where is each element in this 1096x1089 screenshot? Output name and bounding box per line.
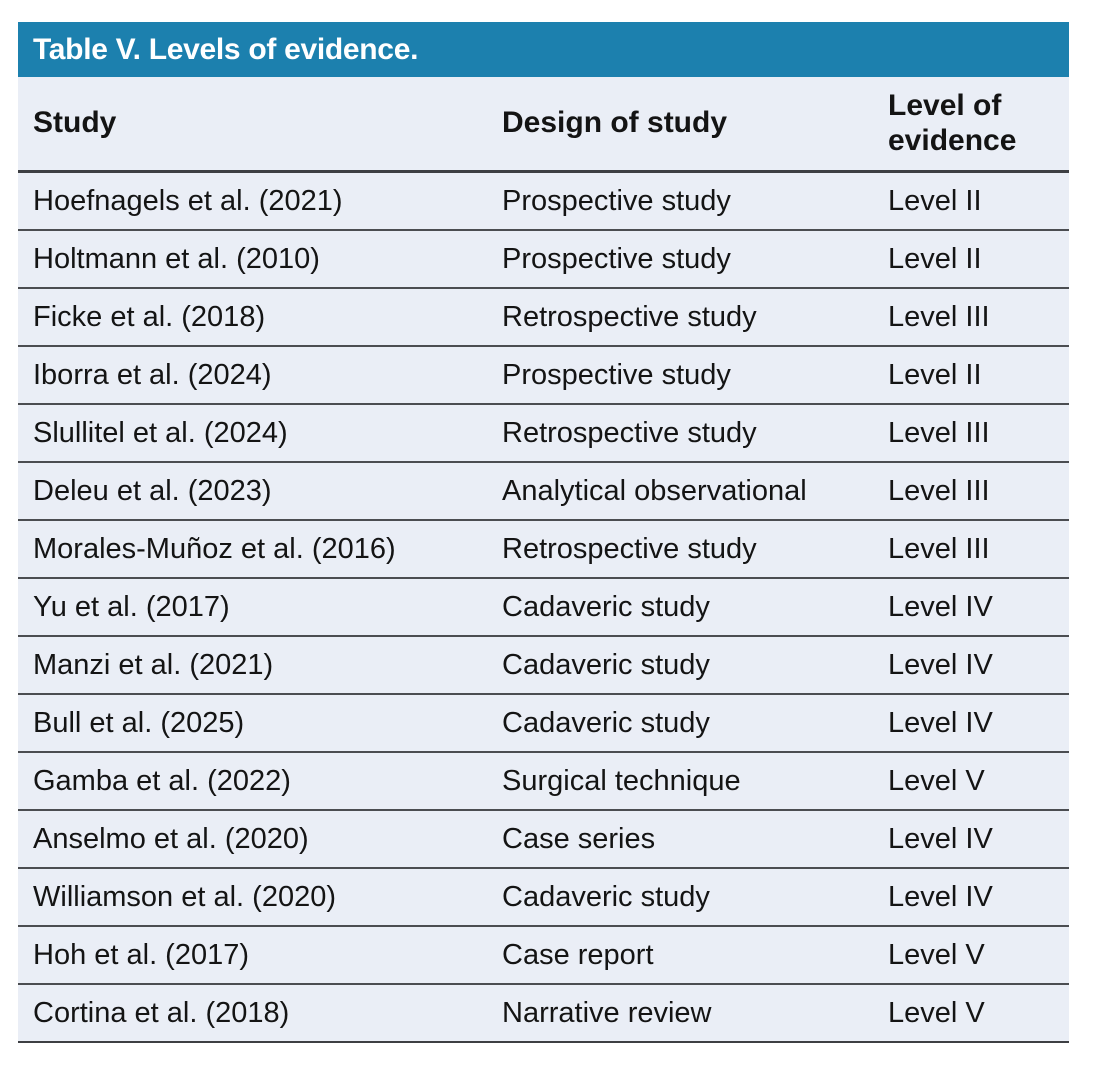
study-cell: Cortina et al. (2018) [33, 996, 290, 1029]
level-cell: Level II [888, 184, 982, 217]
study-cell: Gamba et al. (2022) [33, 764, 291, 797]
design-cell: Prospective study [502, 242, 731, 275]
design-cell: Cadaveric study [502, 590, 710, 623]
study-cell: Holtmann et al. (2010) [33, 242, 320, 275]
column-header-study: Study [33, 106, 117, 140]
table-row: Yu et al. (2017) Cadaveric study Level I… [18, 579, 1069, 637]
study-cell: Anselmo et al. (2020) [33, 822, 309, 855]
study-cell: Ficke et al. (2018) [33, 300, 266, 333]
level-cell: Level III [888, 416, 990, 449]
design-cell: Retrospective study [502, 300, 757, 333]
design-cell: Cadaveric study [502, 648, 710, 681]
table-header-row: Study Design of study Level of evidence [18, 77, 1069, 173]
study-cell: Hoh et al. (2017) [33, 938, 250, 971]
level-cell: Level IV [888, 706, 993, 739]
table-row: Ficke et al. (2018) Retrospective study … [18, 289, 1069, 347]
level-cell: Level II [888, 242, 982, 275]
design-cell: Case series [502, 822, 656, 855]
level-cell: Level V [888, 938, 985, 971]
design-cell: Retrospective study [502, 532, 757, 565]
study-cell: Deleu et al. (2023) [33, 474, 272, 507]
design-cell: Narrative review [502, 996, 712, 1029]
study-cell: Iborra et al. (2024) [33, 358, 272, 391]
table-row: Iborra et al. (2024) Prospective study L… [18, 347, 1069, 405]
table-row: Hoefnagels et al. (2021) Prospective stu… [18, 173, 1069, 231]
design-cell: Analytical observational [502, 474, 807, 507]
table-row: Cortina et al. (2018) Narrative review L… [18, 985, 1069, 1043]
table-body: Hoefnagels et al. (2021) Prospective stu… [18, 173, 1069, 1043]
table-row: Bull et al. (2025) Cadaveric study Level… [18, 695, 1069, 753]
study-cell: Bull et al. (2025) [33, 706, 245, 739]
level-cell: Level III [888, 532, 990, 565]
study-cell: Manzi et al. (2021) [33, 648, 274, 681]
column-header-level: Level of evidence [888, 89, 1017, 157]
level-cell: Level II [888, 358, 982, 391]
level-cell: Level IV [888, 880, 993, 913]
level-cell: Level IV [888, 590, 993, 623]
design-cell: Case report [502, 938, 654, 971]
table-row: Williamson et al. (2020) Cadaveric study… [18, 869, 1069, 927]
study-cell: Slullitel et al. (2024) [33, 416, 288, 449]
table-row: Morales-Muñoz et al. (2016) Retrospectiv… [18, 521, 1069, 579]
level-cell: Level IV [888, 648, 993, 681]
table-title: Table V. Levels of evidence. [18, 22, 1069, 77]
study-cell: Yu et al. (2017) [33, 590, 230, 623]
table-row: Deleu et al. (2023) Analytical observati… [18, 463, 1069, 521]
level-cell: Level V [888, 764, 985, 797]
design-cell: Surgical technique [502, 764, 741, 797]
level-cell: Level III [888, 300, 990, 333]
design-cell: Prospective study [502, 358, 731, 391]
level-cell: Level V [888, 996, 985, 1029]
study-cell: Hoefnagels et al. (2021) [33, 184, 343, 217]
level-cell: Level IV [888, 822, 993, 855]
table-row: Manzi et al. (2021) Cadaveric study Leve… [18, 637, 1069, 695]
design-cell: Cadaveric study [502, 706, 710, 739]
table-row: Gamba et al. (2022) Surgical technique L… [18, 753, 1069, 811]
level-cell: Level III [888, 474, 990, 507]
design-cell: Retrospective study [502, 416, 757, 449]
table-row: Slullitel et al. (2024) Retrospective st… [18, 405, 1069, 463]
table-row: Anselmo et al. (2020) Case series Level … [18, 811, 1069, 869]
column-header-design: Design of study [502, 106, 728, 140]
table-body-wrap: Study Design of study Level of evidence … [18, 77, 1069, 1043]
design-cell: Prospective study [502, 184, 731, 217]
study-cell: Morales-Muñoz et al. (2016) [33, 532, 396, 565]
study-cell: Williamson et al. (2020) [33, 880, 336, 913]
evidence-table: Table V. Levels of evidence. Study Desig… [18, 22, 1069, 1043]
table-row: Hoh et al. (2017) Case report Level V [18, 927, 1069, 985]
table-row: Holtmann et al. (2010) Prospective study… [18, 231, 1069, 289]
design-cell: Cadaveric study [502, 880, 710, 913]
